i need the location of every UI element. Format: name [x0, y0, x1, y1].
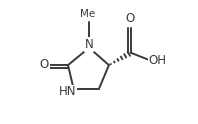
Text: Me: Me: [80, 9, 95, 19]
Text: O: O: [40, 58, 49, 71]
Text: HN: HN: [59, 85, 77, 98]
Text: O: O: [125, 12, 135, 25]
Text: OH: OH: [149, 54, 167, 67]
Text: N: N: [85, 38, 93, 51]
